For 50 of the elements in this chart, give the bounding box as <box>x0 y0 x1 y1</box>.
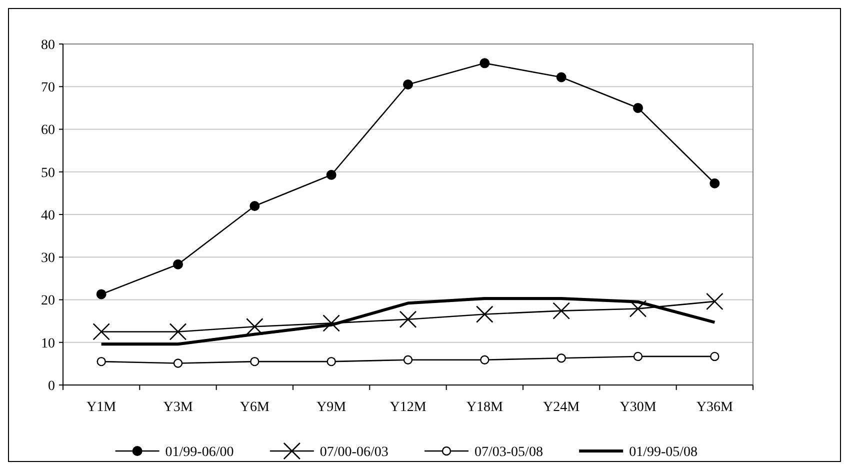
y-tick-label: 50 <box>41 166 55 181</box>
legend-label: 07/00-06/03 <box>320 444 388 460</box>
x-tick-label: Y3M <box>163 400 194 415</box>
point <box>403 79 413 90</box>
point <box>556 72 566 82</box>
point <box>480 355 490 364</box>
legend-label: 07/03-05/08 <box>474 444 543 460</box>
point <box>96 289 106 300</box>
legend-label: 01/99-05/08 <box>629 444 698 460</box>
point <box>629 300 647 318</box>
y-tick-label: 70 <box>41 80 55 96</box>
point <box>326 170 336 180</box>
x-tick-label: Y18M <box>466 400 504 415</box>
point <box>556 354 566 363</box>
y-tick-label: 60 <box>41 123 55 138</box>
point <box>476 306 494 323</box>
y-tick-label: 0 <box>48 378 55 394</box>
x-tick-label: Y36M <box>696 400 734 415</box>
legend-label: 01/99-06/00 <box>165 444 234 460</box>
point <box>633 352 643 362</box>
point <box>250 356 260 366</box>
point <box>96 356 106 366</box>
y-tick-label: 30 <box>41 251 55 266</box>
x-tick-label: Y12M <box>390 400 427 415</box>
point <box>92 323 110 340</box>
y-tick-label: 10 <box>41 336 55 352</box>
x-tick-label: Y1M <box>86 400 117 415</box>
point <box>173 358 183 368</box>
y-tick-label: 80 <box>41 38 55 53</box>
x-tick-label: Y30M <box>620 400 657 415</box>
point <box>326 356 336 366</box>
point <box>706 292 724 310</box>
point <box>169 323 187 340</box>
point <box>246 318 264 336</box>
point <box>480 58 490 68</box>
point <box>710 178 720 188</box>
line-series <box>100 296 716 346</box>
x-tick-label: Y24M <box>543 400 580 415</box>
y-tick-label: 40 <box>41 208 55 224</box>
point <box>403 355 413 364</box>
point <box>633 102 643 113</box>
point <box>250 200 260 211</box>
point <box>322 314 340 332</box>
y-tick-label: 20 <box>41 294 55 309</box>
point <box>399 310 417 328</box>
point <box>552 302 570 320</box>
x-tick-label: Y9M <box>316 400 347 415</box>
point <box>173 259 183 270</box>
point <box>710 352 720 362</box>
x-tick-label: Y6M <box>240 400 270 415</box>
